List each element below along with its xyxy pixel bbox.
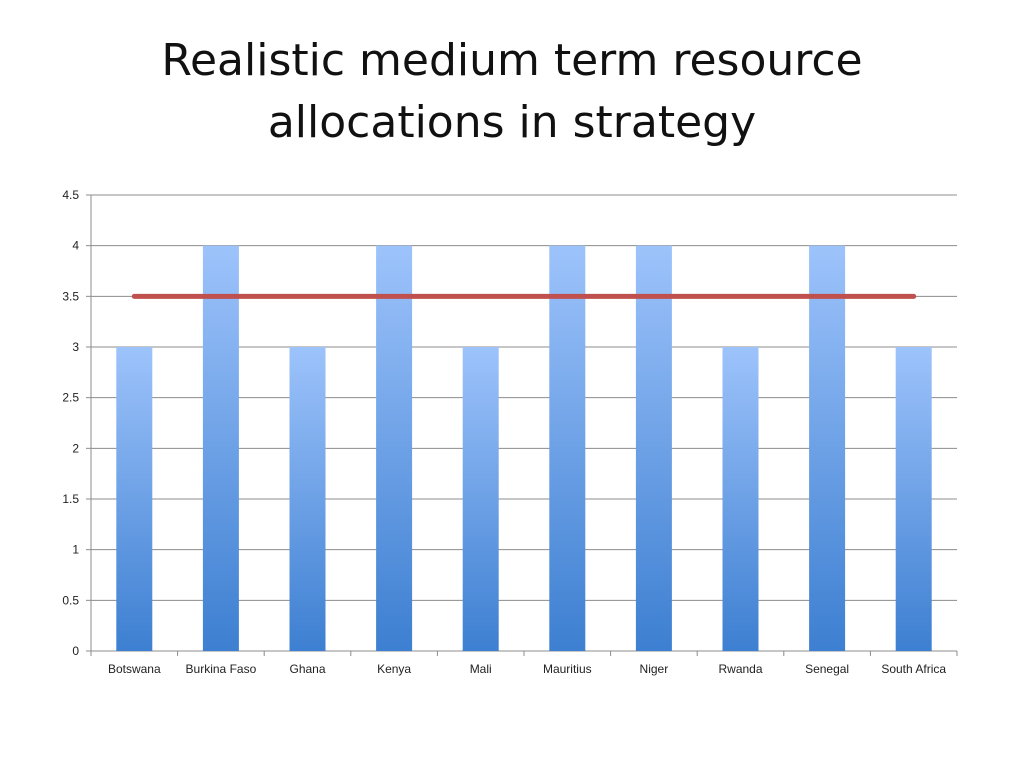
x-category-label: Niger [640, 662, 669, 676]
x-category-label: Senegal [805, 662, 849, 676]
bar [895, 347, 932, 651]
x-category-label: Mauritius [543, 662, 592, 676]
y-tick-label: 1 [72, 543, 79, 557]
chart-title: Realistic medium term resource allocatio… [161, 35, 863, 148]
y-tick-label: 4.5 [62, 188, 79, 202]
bar [722, 347, 759, 651]
y-tick-label: 2 [72, 441, 79, 455]
bar [376, 245, 413, 651]
bar [289, 347, 326, 651]
x-category-label: Burkina Faso [186, 662, 257, 676]
bar [549, 245, 586, 651]
y-tick-label: 3.5 [62, 289, 79, 303]
x-category-label: South Africa [881, 662, 946, 676]
x-category-label: Mali [470, 662, 492, 676]
x-category-label: Botswana [108, 662, 161, 676]
x-category-label: Ghana [289, 662, 325, 676]
y-tick-label: 0.5 [62, 593, 79, 607]
x-category-labels: Botswana Burkina Faso Ghana Kenya Mali Maurit… [108, 662, 946, 676]
bar [116, 347, 153, 651]
y-tick-label: 3 [72, 340, 79, 354]
x-category-label: Kenya [377, 662, 411, 676]
bar [202, 245, 239, 651]
bar [809, 245, 846, 651]
bar [635, 245, 672, 651]
y-tick-label: 0 [72, 644, 79, 658]
x-category-label: Rwanda [718, 662, 762, 676]
y-tick-label: 1.5 [62, 492, 79, 506]
bar [462, 347, 499, 651]
y-tick-labels: 0 0.5 1 1.5 2 2.5 3 3.5 4 4.5 [62, 188, 79, 658]
y-tick-label: 2.5 [62, 391, 79, 405]
bar-series [116, 245, 932, 651]
y-tick-label: 4 [72, 239, 79, 253]
